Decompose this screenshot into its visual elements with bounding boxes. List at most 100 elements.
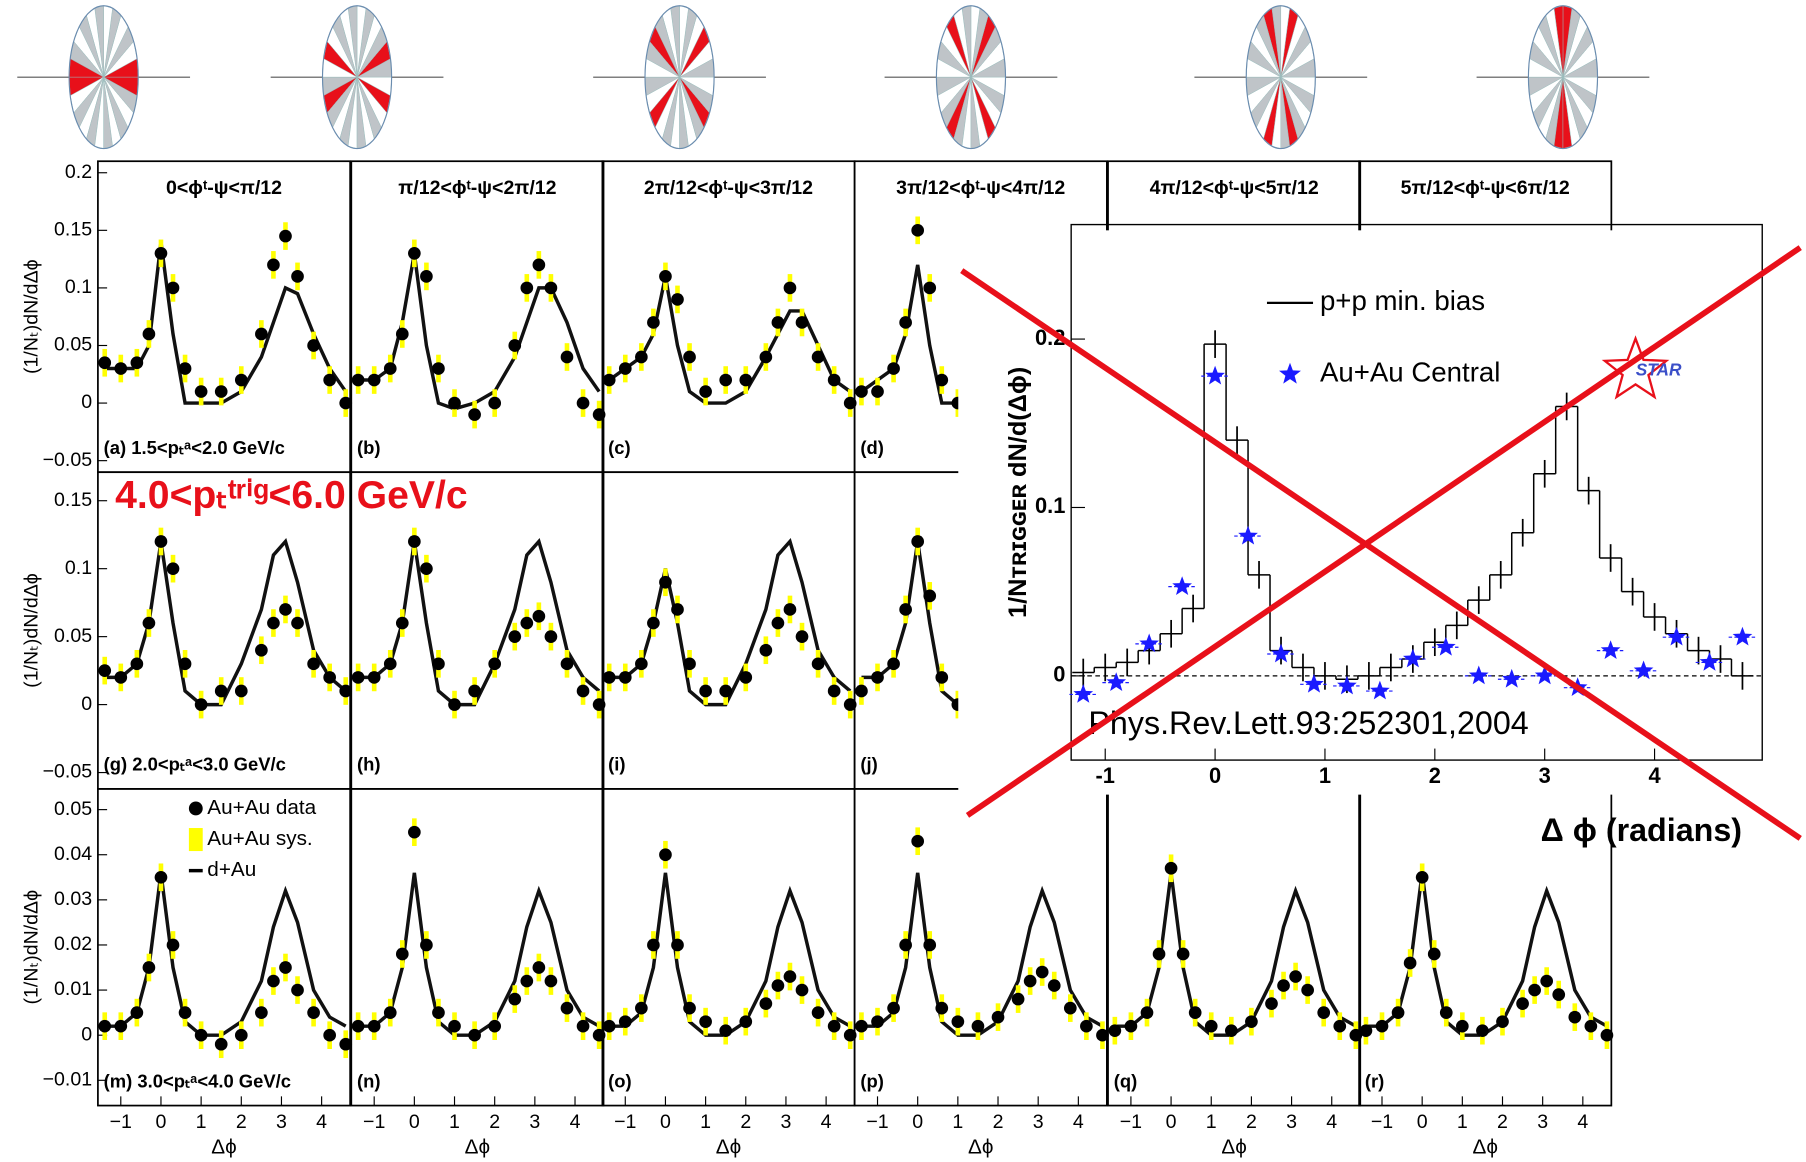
wheel-rim <box>644 5 715 150</box>
data-point <box>432 1006 445 1019</box>
panel-label: (q) <box>1114 1070 1138 1091</box>
data-point <box>923 281 937 295</box>
data-point <box>323 671 336 684</box>
data-point <box>98 1019 112 1033</box>
data-point <box>142 616 156 630</box>
data-point <box>408 247 421 260</box>
data-point <box>759 997 773 1010</box>
data-point <box>1011 992 1025 1006</box>
x-tick-label: 3 <box>1286 1111 1297 1133</box>
legend-label: d+Au <box>207 858 256 881</box>
y-tick-label: 0.02 <box>54 933 92 955</box>
data-point <box>234 373 248 387</box>
panel-label: (a) 1.5<pₜᵃ<2.0 GeV/c <box>104 437 285 458</box>
x-tick-label: -1 <box>1095 763 1114 788</box>
data-point <box>279 961 292 974</box>
dau-line <box>104 538 347 707</box>
x-tick-label: 4 <box>1326 1111 1337 1133</box>
data-point <box>1476 1024 1489 1038</box>
data-point <box>771 316 785 329</box>
panel-frame <box>601 471 856 790</box>
star-point <box>1139 633 1160 653</box>
x-tick-label: 2 <box>1246 1111 1257 1133</box>
logo-text: STAR <box>1636 359 1682 379</box>
y-tick-label: 0.1 <box>65 276 92 298</box>
data-point <box>544 281 558 295</box>
x-tick-label: −1 <box>110 1111 132 1133</box>
data-point <box>795 630 809 643</box>
data-point <box>951 1015 965 1028</box>
data-point <box>1427 947 1441 961</box>
y-tick-label: 0.1 <box>1035 493 1065 518</box>
y-axis-label: (1/Nₜ)dN/dΔϕ <box>20 890 42 1005</box>
data-point <box>154 870 168 884</box>
data-point <box>194 698 208 711</box>
data-point <box>671 293 684 306</box>
star-point <box>1238 525 1258 545</box>
dau-line <box>358 253 601 411</box>
panel-frame <box>350 788 605 1107</box>
data-point <box>339 684 353 698</box>
data-point <box>323 1028 336 1042</box>
legend-marker <box>188 828 203 852</box>
data-point <box>719 373 733 387</box>
data-point <box>194 385 208 398</box>
data-point <box>871 385 884 398</box>
data-point <box>560 1001 574 1015</box>
data-point <box>811 657 825 671</box>
star-point <box>1370 680 1390 700</box>
data-point <box>923 589 937 603</box>
data-point <box>291 983 304 997</box>
cross-line <box>960 268 1802 841</box>
data-point <box>647 316 660 329</box>
data-point <box>560 657 574 671</box>
panel-frame <box>97 471 352 790</box>
data-point <box>255 327 268 341</box>
data-point <box>1152 947 1166 961</box>
data-point <box>267 974 280 988</box>
y-tick-label: −0.01 <box>43 1068 93 1090</box>
data-point <box>323 373 336 387</box>
y-tick-label: 0.05 <box>54 625 92 647</box>
panel-label: (h) <box>357 754 381 775</box>
panel-label: (c) <box>608 437 631 458</box>
data-point <box>602 373 616 387</box>
data-point <box>1289 970 1302 983</box>
x-tick-label: 3 <box>1537 1111 1548 1133</box>
data-point <box>719 684 733 698</box>
data-point <box>1317 1006 1331 1019</box>
data-point <box>827 1019 841 1033</box>
y-tick-label: 0 <box>81 391 92 413</box>
data-point <box>307 657 320 671</box>
x-tick-label: 0 <box>1166 1111 1177 1133</box>
data-point <box>532 258 546 272</box>
data-point <box>1108 1024 1122 1038</box>
data-point <box>811 1006 825 1019</box>
panel-label: (p) <box>860 1070 884 1091</box>
data-point <box>739 373 753 387</box>
data-point <box>1403 956 1417 970</box>
data-point <box>560 350 574 364</box>
x-tick-label: 1 <box>1319 763 1331 788</box>
x-tick-label: 0 <box>1417 1111 1428 1133</box>
data-point <box>234 1028 248 1042</box>
reference: Phys.Rev.Lett.93:252301,2004 <box>1088 705 1528 741</box>
data-point <box>1035 965 1049 979</box>
data-point <box>383 657 397 671</box>
y-tick-label: 0.1 <box>65 557 92 579</box>
data-point <box>307 339 320 352</box>
y-tick-label: 0.05 <box>54 798 92 820</box>
data-point <box>1188 1006 1202 1019</box>
data-point <box>827 684 841 698</box>
x-tick-label: 4 <box>1577 1111 1588 1133</box>
star-point <box>1600 640 1621 660</box>
data-point <box>154 535 168 548</box>
data-point <box>647 938 660 952</box>
data-point <box>618 671 632 684</box>
data-point <box>576 684 590 698</box>
data-point <box>420 938 433 952</box>
data-point <box>659 848 672 862</box>
data-point <box>255 1006 268 1019</box>
y-axis-label: (1/Nₜ)dN/dΔϕ <box>20 259 42 374</box>
data-point <box>759 350 773 364</box>
